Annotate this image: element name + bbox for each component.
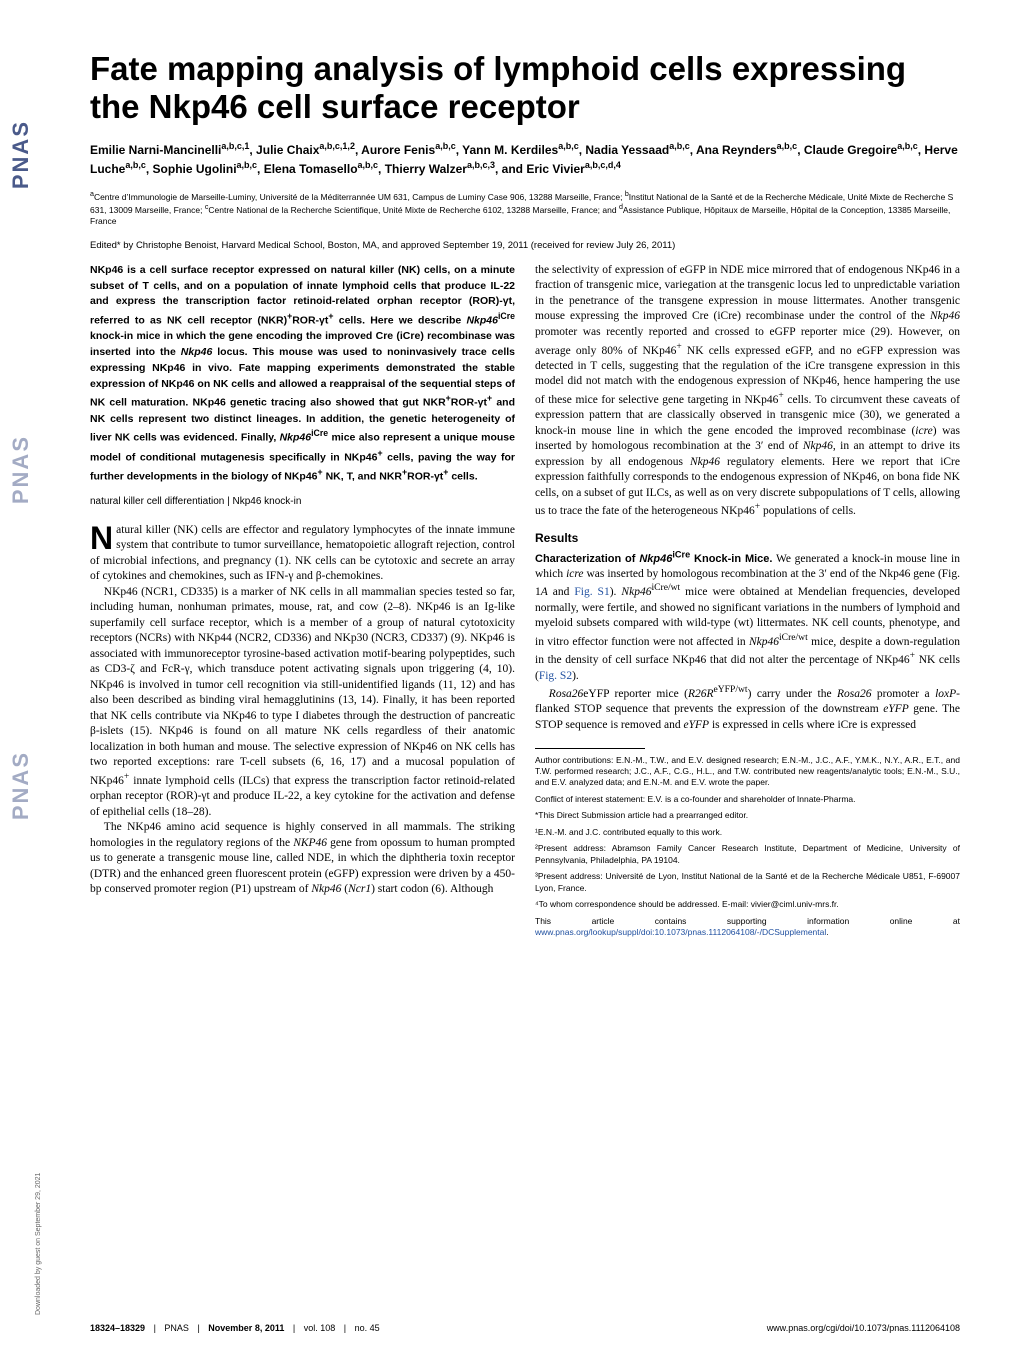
- results-heading: Results: [535, 530, 960, 546]
- results-p2: Rosa26eYFP reporter mice (R26ReYFP/wt) c…: [535, 684, 960, 733]
- footer-right: www.pnas.org/cgi/doi/10.1073/pnas.111206…: [767, 1323, 960, 1333]
- footnote-direct: *This Direct Submission article had a pr…: [535, 810, 960, 821]
- keywords: natural killer cell differentiation | Nk…: [90, 495, 515, 509]
- footnote-conflict: Conflict of interest statement: E.V. is …: [535, 794, 960, 805]
- article-title: Fate mapping analysis of lymphoid cells …: [90, 50, 960, 126]
- footnotes: Author contributions: E.N.-M., T.W., and…: [535, 755, 960, 939]
- two-column-body: NKp46 is a cell surface receptor express…: [90, 263, 960, 944]
- footnote-contributions: Author contributions: E.N.-M., T.W., and…: [535, 755, 960, 789]
- intro-p2: NKp46 (NCR1, CD335) is a marker of NK ce…: [90, 585, 515, 821]
- edited-line: Edited* by Christophe Benoist, Harvard M…: [90, 240, 960, 251]
- footnote-4: ⁴To whom correspondence should be addres…: [535, 899, 960, 910]
- pnas-logo-1: PNAS: [8, 120, 36, 189]
- affiliations: aCentre d’Immunologie de Marseille-Lumin…: [90, 190, 960, 228]
- subsection-label: Characterization of Nkp46iCre Knock-in M…: [535, 553, 772, 565]
- download-note: Downloaded by guest on September 29, 202…: [35, 1173, 42, 1315]
- page: PNAS PNAS PNAS Downloaded by guest on Se…: [0, 0, 1020, 1365]
- abstract: NKp46 is a cell surface receptor express…: [90, 263, 515, 485]
- left-column: NKp46 is a cell surface receptor express…: [90, 263, 515, 944]
- pnas-sidebar: PNAS PNAS PNAS: [8, 120, 36, 820]
- author-list: Emilie Narni-Mancinellia,b,c,1, Julie Ch…: [90, 140, 960, 178]
- intro-p1: Natural killer (NK) cells are effector a…: [90, 523, 515, 585]
- results-p1-text: We generated a knock-in mouse line in wh…: [535, 553, 960, 682]
- pnas-logo-3: PNAS: [8, 751, 36, 820]
- pnas-logo-2: PNAS: [8, 435, 36, 504]
- intro-p4: the selectivity of expression of eGFP in…: [535, 263, 960, 520]
- footnote-2: ²Present address: Abramson Family Cancer…: [535, 843, 960, 866]
- footnote-rule: [535, 748, 645, 749]
- results-p1: Characterization of Nkp46iCre Knock-in M…: [535, 548, 960, 684]
- footnote-1: ¹E.N.-M. and J.C. contributed equally to…: [535, 827, 960, 838]
- footnote-3: ³Present address: Université de Lyon, In…: [535, 871, 960, 894]
- footer-left: 18324–18329 | PNAS | November 8, 2011 | …: [90, 1323, 380, 1333]
- footnote-supplemental: This article contains supporting informa…: [535, 916, 960, 939]
- intro-p3: The NKp46 amino acid sequence is highly …: [90, 820, 515, 898]
- right-column: the selectivity of expression of eGFP in…: [535, 263, 960, 944]
- page-footer: 18324–18329 | PNAS | November 8, 2011 | …: [90, 1323, 960, 1333]
